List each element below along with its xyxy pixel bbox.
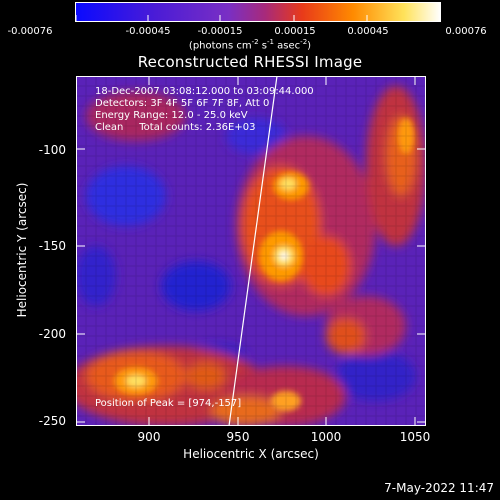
clean-counts-label: Clean Total counts: 2.36E+03 [95, 122, 256, 133]
colorbar [75, 2, 441, 22]
energy-range-label: Energy Range: 12.0 - 25.0 keV [95, 110, 248, 121]
colorbar-tick: -0.00076 [7, 26, 53, 37]
detectors-label: Detectors: 3F 4F 5F 6F 7F 8F, Att 0 [95, 98, 270, 109]
plot-frame [76, 76, 426, 426]
colorbar-tick: 0.00015 [274, 26, 316, 37]
x-tick-label: 950 [226, 430, 250, 444]
colorbar-tick: 0.00076 [445, 26, 487, 37]
y-tick-label: -100 [38, 143, 66, 157]
time-range-label: 18-Dec-2007 03:08:12.000 to 03:09:44.000 [95, 86, 314, 97]
y-tick-label: -200 [38, 327, 66, 341]
colorbar-tick: -0.00015 [197, 26, 243, 37]
x-axis-ticks [148, 76, 416, 426]
generation-timestamp: 7-May-2022 11:47 [384, 481, 494, 495]
x-tick-label: 900 [137, 430, 161, 444]
solar-limb-line [228, 76, 278, 426]
plot-title: Reconstructed RHESSI Image [137, 53, 363, 71]
y-axis-ticks [76, 148, 426, 423]
x-tick-label: 1000 [310, 430, 342, 444]
pixel-grid [76, 76, 426, 426]
rhessi-image-plot [76, 76, 426, 426]
x-axis-label: Heliocentric X (arcsec) [183, 447, 319, 461]
y-axis-label: Heliocentric Y (arcsec) [15, 182, 29, 318]
colorbar-tick: -0.00045 [125, 26, 171, 37]
colorbar-unit-label: (photons cm-2 s-1 asec-2) [188, 38, 312, 52]
x-tick-label: 1050 [399, 430, 431, 444]
y-tick-label: -250 [38, 414, 66, 428]
colorbar-tick: 0.00045 [347, 26, 389, 37]
peak-position-label: Position of Peak = [974,-157] [95, 398, 242, 409]
y-tick-label: -150 [38, 239, 66, 253]
